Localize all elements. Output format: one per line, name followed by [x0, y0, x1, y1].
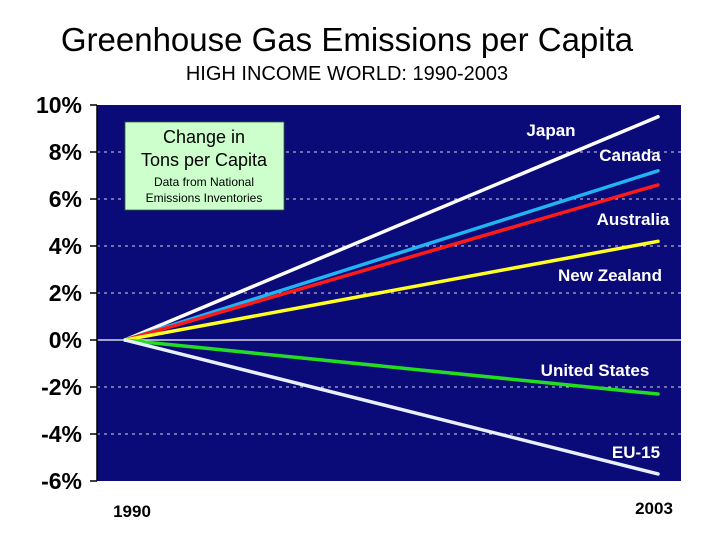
y-tick-label: 10%	[36, 92, 82, 118]
series-labels: Japan Canada Australia New Zealand United St…	[526, 121, 669, 462]
series-label-japan: Japan	[526, 121, 575, 140]
x-tick-label: 2003	[635, 499, 673, 518]
y-tick-label: 6%	[49, 186, 82, 212]
y-tick-label: 8%	[49, 139, 82, 165]
y-tick-label: 2%	[49, 280, 82, 306]
y-tick-label: 4%	[49, 233, 82, 259]
x-axis-ticks: 1990 2003	[113, 499, 673, 521]
annotation-note-line-1: Data from National	[154, 175, 254, 189]
series-line-eu-15	[123, 338, 660, 476]
annotation-note-line-2: Emissions Inventories	[146, 191, 263, 205]
series-line-new-zealand	[123, 239, 660, 342]
series-label-new-zealand: New Zealand	[558, 266, 662, 285]
series-line-australia	[123, 183, 660, 342]
chart-title: Greenhouse Gas Emissions per Capita	[61, 21, 634, 58]
series-label-australia: Australia	[597, 210, 670, 229]
y-axis-ticks: 10% 8% 6% 4% 2% 0% -2% -4% -6%	[36, 92, 97, 494]
series-line-japan	[123, 115, 660, 342]
series-label-eu-15: EU-15	[612, 443, 660, 462]
y-tick-label: -2%	[41, 374, 82, 400]
series-label-canada: Canada	[599, 146, 661, 165]
annotation-box: Change in Tons per Capita Data from Nati…	[124, 121, 285, 211]
annotation-background	[124, 121, 285, 211]
annotation-title-line-2: Tons per Capita	[141, 150, 268, 170]
series-lines	[123, 115, 660, 476]
chart-subtitle: HIGH INCOME WORLD: 1990-2003	[186, 63, 508, 85]
x-tick-label: 1990	[113, 502, 151, 521]
y-tick-label: -6%	[41, 468, 82, 494]
series-label-united-states: United States	[541, 361, 650, 380]
series-line-united-states	[123, 338, 660, 396]
annotation-title-line-1: Change in	[163, 127, 245, 147]
series-line-canada	[123, 169, 660, 342]
y-tick-label: -4%	[41, 421, 82, 447]
y-tick-label: 0%	[49, 327, 82, 353]
